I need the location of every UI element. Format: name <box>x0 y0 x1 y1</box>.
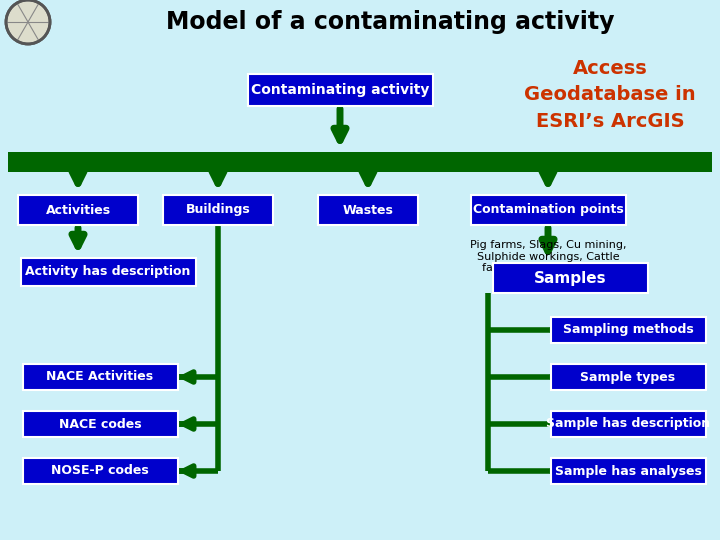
Text: Sampling methods: Sampling methods <box>562 323 693 336</box>
Text: NACE Activities: NACE Activities <box>46 370 153 383</box>
Text: NACE codes: NACE codes <box>59 417 141 430</box>
Text: Sample has description: Sample has description <box>546 417 710 430</box>
FancyBboxPatch shape <box>470 195 626 225</box>
Text: Pig farms, Slags, Cu mining,
Sulphide workings, Cattle
farms, Slaughterhouses: Pig farms, Slags, Cu mining, Sulphide wo… <box>469 240 626 273</box>
Text: Sample types: Sample types <box>580 370 675 383</box>
Text: Buildings: Buildings <box>186 204 251 217</box>
FancyBboxPatch shape <box>492 263 647 293</box>
FancyBboxPatch shape <box>551 317 706 343</box>
Text: Model of a contaminating activity: Model of a contaminating activity <box>166 10 614 34</box>
FancyBboxPatch shape <box>22 364 178 390</box>
Text: Access
Geodatabase in
ESRI’s ArcGIS: Access Geodatabase in ESRI’s ArcGIS <box>524 59 696 131</box>
Text: Wastes: Wastes <box>343 204 393 217</box>
Text: Contaminating activity: Contaminating activity <box>251 83 429 97</box>
FancyBboxPatch shape <box>318 195 418 225</box>
Circle shape <box>6 0 50 44</box>
FancyBboxPatch shape <box>22 411 178 437</box>
Text: Contamination points: Contamination points <box>472 204 624 217</box>
FancyBboxPatch shape <box>248 74 433 106</box>
FancyBboxPatch shape <box>551 364 706 390</box>
Text: Activities: Activities <box>45 204 111 217</box>
Text: NOSE-P codes: NOSE-P codes <box>51 464 149 477</box>
Text: Samples: Samples <box>534 271 606 286</box>
Text: Sample has analyses: Sample has analyses <box>554 464 701 477</box>
FancyBboxPatch shape <box>18 195 138 225</box>
FancyBboxPatch shape <box>163 195 273 225</box>
FancyBboxPatch shape <box>20 258 196 286</box>
FancyBboxPatch shape <box>551 458 706 484</box>
FancyBboxPatch shape <box>22 458 178 484</box>
Text: Activity has description: Activity has description <box>25 266 191 279</box>
FancyBboxPatch shape <box>8 152 712 172</box>
FancyBboxPatch shape <box>551 411 706 437</box>
